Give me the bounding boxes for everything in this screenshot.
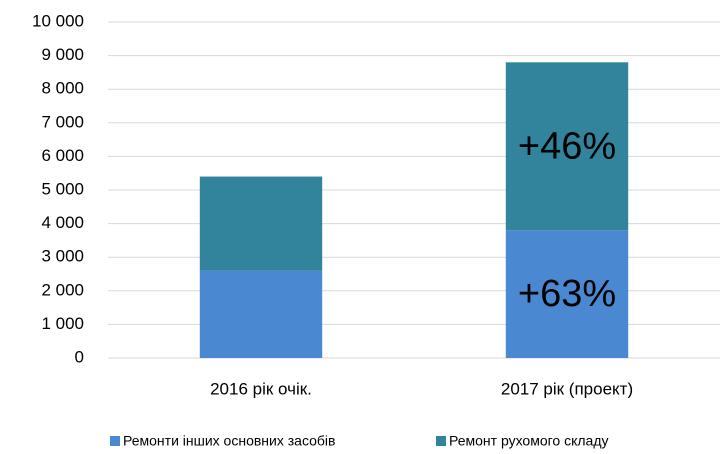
annotation: +63% [518,273,616,315]
annotation: +46% [518,125,616,167]
y-tick-label: 6 000 [41,146,84,165]
x-tick-label: 2016 рік очік. [210,379,312,398]
bar-segment [505,230,629,358]
y-tick-label: 9 000 [41,45,84,64]
y-tick-label: 0 [75,347,84,366]
bar-segment [199,176,323,271]
legend-swatch [110,436,120,446]
y-tick-label: 5 000 [41,179,84,198]
y-tick-label: 4 000 [41,213,84,232]
y-tick-label: 7 000 [41,112,84,131]
y-tick-label: 1 000 [41,314,84,333]
legend-swatch [436,436,446,446]
legend-label: Ремонти інших основних засобів [123,433,335,449]
bar-segment [199,270,323,358]
y-tick-label: 8 000 [41,79,84,98]
bar-segment [505,62,629,231]
y-tick-label: 10 000 [32,11,84,30]
legend-label: Ремонт рухомого складу [449,433,609,449]
y-tick-label: 3 000 [41,247,84,266]
x-tick-label: 2017 рік (проект) [501,379,633,398]
y-tick-label: 2 000 [41,280,84,299]
